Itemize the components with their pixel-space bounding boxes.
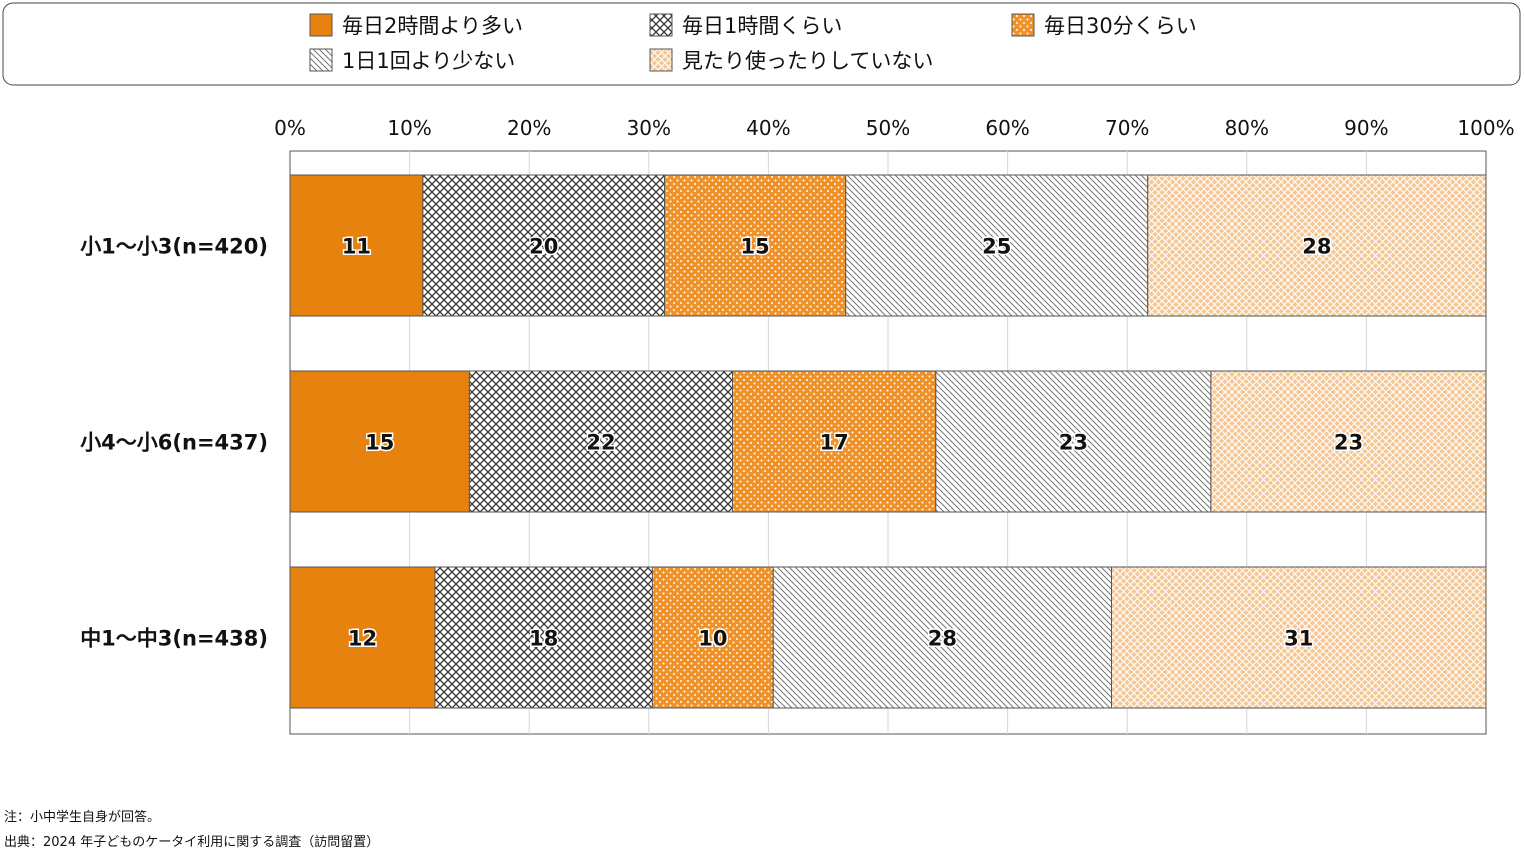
legend-label: 毎日1時間くらい [682, 14, 842, 38]
data-label: 23 [1059, 431, 1088, 455]
legend-label: 1日1回より少ない [342, 49, 515, 73]
data-label: 11 [342, 235, 371, 259]
data-label: 28 [928, 627, 957, 651]
bar-segment [845, 174, 1149, 317]
x-tick-label: 50% [866, 116, 910, 140]
category-labels: 小1～小3(n=420) 小4～小6(n=437) 中1～中3(n=438) [80, 235, 268, 651]
bar-segment [289, 174, 424, 317]
bars [289, 174, 1487, 709]
legend-swatch [1011, 13, 1035, 37]
x-tick-label: 20% [507, 116, 551, 140]
category-label: 小4～小6(n=437) [80, 431, 268, 455]
bar-segment [664, 174, 847, 317]
x-tick-label: 100% [1457, 116, 1514, 140]
data-label: 22 [586, 431, 615, 455]
data-label: 18 [529, 627, 558, 651]
data-label: 15 [365, 431, 394, 455]
legend-swatch [649, 48, 673, 72]
note-source: 出典：2024 年子どものケータイ利用に関する調査（訪問留置） [4, 835, 380, 850]
x-tick-label: 60% [985, 116, 1029, 140]
data-label: 15 [740, 235, 769, 259]
x-tick-label: 40% [746, 116, 790, 140]
legend-swatch [309, 48, 333, 72]
bar-segment [1210, 370, 1487, 513]
data-label: 20 [529, 235, 558, 259]
x-tick-label: 30% [627, 116, 671, 140]
data-label: 31 [1284, 627, 1313, 651]
note-respondent: 注：小中学生自身が回答。 [4, 810, 161, 825]
bar-segment [935, 370, 1212, 513]
bar-segment [772, 566, 1112, 709]
legend: 毎日2時間より多い 毎日1時間くらい 毎日30分くらい 1日1回より少ない 見たり使った… [309, 13, 1197, 73]
value-labels: 11 20 15 25 28 15 22 17 23 23 12 18 10 28 31 [340, 233, 1364, 652]
x-tick-label: 90% [1344, 116, 1388, 140]
bar-segment [732, 370, 937, 513]
bar-segment [289, 370, 470, 513]
data-label: 17 [820, 431, 849, 455]
category-label: 小1～小3(n=420) [80, 235, 268, 259]
data-label: 12 [348, 627, 377, 651]
x-tick-label: 10% [387, 116, 431, 140]
legend-label: 毎日2時間より多い [342, 14, 523, 38]
bar-segment [1147, 174, 1487, 317]
legend-label: 見たり使ったりしていない [682, 49, 933, 73]
bar-segment [422, 174, 666, 317]
data-label: 28 [1302, 235, 1331, 259]
x-axis-ticks: 0% 10% 20% 30% 40% 50% 60% 70% 80% 90% 100% [274, 116, 1514, 140]
data-label: 23 [1334, 431, 1363, 455]
legend-swatch [309, 13, 333, 37]
legend-box [2, 2, 1521, 86]
x-tick-label: 80% [1225, 116, 1269, 140]
legend-swatch [649, 13, 673, 37]
data-label: 10 [698, 627, 727, 651]
x-tick-label: 70% [1105, 116, 1149, 140]
category-label: 中1～中3(n=438) [80, 627, 268, 651]
bar-segment [651, 566, 774, 709]
bar-segment [289, 566, 436, 709]
data-label: 25 [982, 235, 1011, 259]
bar-segment [1110, 566, 1487, 709]
bar-segment [434, 566, 653, 709]
x-tick-label: 0% [274, 116, 306, 140]
legend-label: 毎日30分くらい [1044, 14, 1197, 38]
bar-segment [468, 370, 734, 513]
